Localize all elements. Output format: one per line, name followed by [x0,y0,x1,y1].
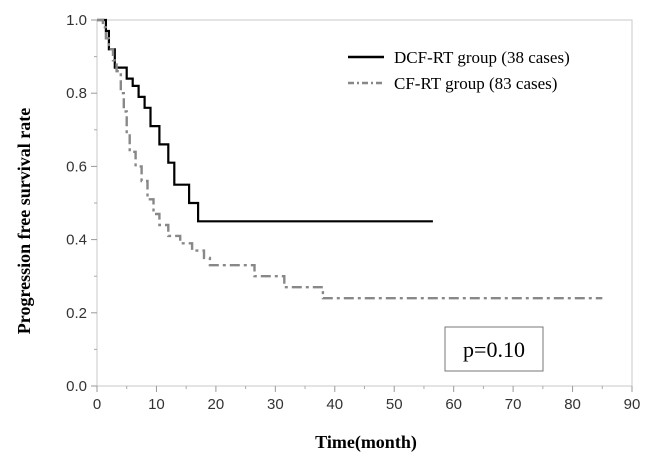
legend-label-cf: CF-RT group (83 cases) [394,74,557,93]
y-tick-label: 0.6 [66,158,87,175]
y-tick-label: 0.8 [66,85,87,102]
x-tick-label: 70 [505,396,522,413]
x-tick-label: 80 [564,396,581,413]
y-tick-label: 0.2 [66,305,87,322]
cf-rt-survival-line [97,18,603,300]
x-tick-label: 10 [148,396,165,413]
x-tick-label: 30 [267,396,284,413]
p-value-border [444,326,544,372]
x-tick-label: 50 [386,396,403,413]
y-tick-label: 0.4 [66,232,87,249]
x-axis-ticks: 0 10 20 30 40 50 60 70 80 90 [93,386,641,413]
x-tick-label: 0 [93,396,101,413]
legend: DCF-RT group (38 cases) CF-RT group (83 … [348,48,570,93]
dcf-rt-survival-line [97,18,433,223]
y-axis-title: Progression free survival rate [14,108,34,334]
p-value-box: p=0.10 [444,326,544,372]
p-value-label: p=0.10 [463,337,525,362]
x-tick-label: 40 [326,396,343,413]
survival-curves [97,18,603,300]
x-axis-title: Time(month) [315,432,417,453]
x-tick-label: 90 [624,396,641,413]
y-tick-label: 1.0 [66,12,87,29]
x-tick-label: 60 [445,396,462,413]
y-axis-ticks: 0.0 0.2 0.4 0.6 0.8 1.0 [66,12,97,395]
legend-label-dcf: DCF-RT group (38 cases) [394,48,570,67]
x-tick-label: 20 [208,396,225,413]
y-tick-label: 0.0 [66,378,87,395]
